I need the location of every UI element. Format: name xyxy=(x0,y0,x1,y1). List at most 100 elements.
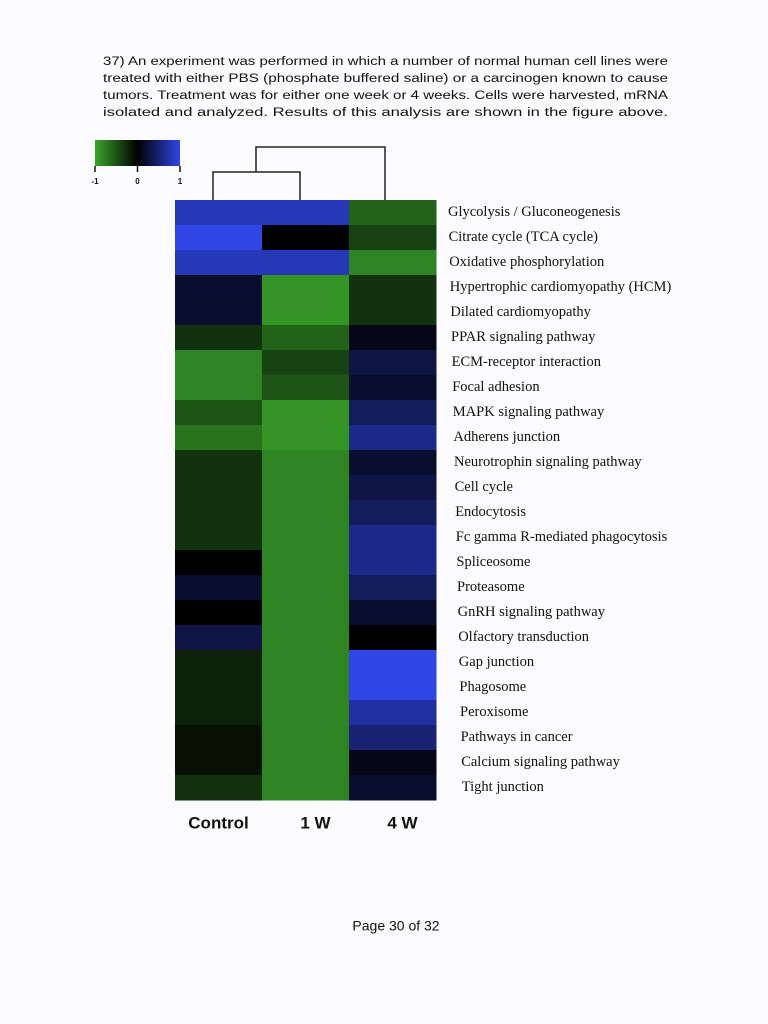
row-label: Citrate cycle (TCA cycle) xyxy=(449,229,599,245)
row-label: Dilated cardiomyopathy xyxy=(450,304,591,320)
heatmap-cell xyxy=(262,550,350,576)
heatmap-cell xyxy=(262,225,350,251)
heatmap-cell xyxy=(349,625,437,651)
heatmap-cell xyxy=(175,375,263,401)
heatmap-cell xyxy=(175,625,263,651)
row-label: Pathways in cancer xyxy=(461,729,573,745)
heatmap-cell xyxy=(349,575,437,601)
heatmap-cell xyxy=(175,450,263,476)
colorbar-tick-label: -1 xyxy=(91,177,99,186)
row-label: Olfactory transduction xyxy=(458,629,590,645)
row-label: Tight junction xyxy=(462,779,545,795)
heatmap-cell xyxy=(349,700,437,726)
heatmap-cell xyxy=(349,725,437,751)
heatmap-cell xyxy=(175,325,263,351)
heatmap-cell xyxy=(349,250,437,276)
heatmap-cell xyxy=(175,700,263,726)
question-line: treated with either PBS (phosphate buffe… xyxy=(103,73,668,85)
heatmap-cell xyxy=(175,550,263,576)
heatmap-cell xyxy=(349,750,437,776)
dendrogram xyxy=(212,146,386,200)
row-label: Calcium signaling pathway xyxy=(461,754,620,770)
row-label: Spliceosome xyxy=(456,554,530,570)
heatmap-cell xyxy=(262,675,350,701)
row-label: Focal adhesion xyxy=(452,379,540,395)
heatmap-cell xyxy=(262,200,350,226)
question-line: isolated and analyzed. Results of this a… xyxy=(103,107,668,119)
heatmap-cell xyxy=(349,450,437,476)
row-label: ECM-receptor interaction xyxy=(452,354,602,370)
heatmap-cell xyxy=(175,725,263,751)
heatmap-cell xyxy=(175,300,263,326)
heatmap-cell xyxy=(349,275,437,301)
heatmap-cell xyxy=(175,250,263,276)
heatmap-cell xyxy=(349,525,437,551)
heatmap-cell xyxy=(262,525,350,551)
heatmap-cell xyxy=(349,400,437,426)
heatmap-cell xyxy=(349,775,437,801)
row-label: MAPK signaling pathway xyxy=(453,404,605,420)
heatmap-cell xyxy=(175,425,263,451)
heatmap-cell xyxy=(175,500,263,526)
heatmap-cell xyxy=(349,200,437,226)
question-line: 37) An experiment was performed in which… xyxy=(103,56,668,68)
page-footer: Page 30 of 32 xyxy=(352,918,439,934)
heatmap-cell xyxy=(349,375,437,401)
heatmap-cell xyxy=(175,525,263,551)
heatmap-cell xyxy=(262,375,350,401)
heatmap-cell xyxy=(175,475,263,501)
heatmap-cell xyxy=(262,600,350,626)
heatmap-cell xyxy=(262,475,350,501)
heatmap-cell xyxy=(349,300,437,326)
heatmap-cell xyxy=(175,650,263,676)
heatmap-cell xyxy=(349,650,437,676)
heatmap-cell xyxy=(262,575,350,601)
heatmap-cell xyxy=(262,400,350,426)
heatmap-cell xyxy=(349,350,437,376)
heatmap-cell xyxy=(349,325,437,351)
heatmap-cell xyxy=(262,275,350,301)
heatmap-cell xyxy=(175,575,263,601)
column-label: 4 W xyxy=(387,813,418,832)
row-label: Oxidative phosphorylation xyxy=(449,254,605,270)
row-label: Proteasome xyxy=(457,579,525,595)
row-label: GnRH signaling pathway xyxy=(458,604,606,620)
heatmap-cell xyxy=(262,300,350,326)
heatmap-cell xyxy=(175,750,263,776)
heatmap-cell xyxy=(262,700,350,726)
heatmap-cell xyxy=(262,625,350,651)
heatmap-cell xyxy=(175,350,263,376)
heatmap-cell xyxy=(262,350,350,376)
heatmap-cell xyxy=(175,600,263,626)
row-label: Glycolysis / Gluconeogenesis xyxy=(448,204,621,220)
row-label: Phagosome xyxy=(459,679,526,695)
heatmap-cell xyxy=(262,450,350,476)
heatmap-cell xyxy=(175,775,263,801)
colorbar xyxy=(95,140,180,166)
row-label: PPAR signaling pathway xyxy=(451,329,596,345)
heatmap-cell xyxy=(349,550,437,576)
heatmap-cell xyxy=(262,750,350,776)
heatmap-cell xyxy=(349,475,437,501)
heatmap-cell xyxy=(262,725,350,751)
heatmap-cell xyxy=(262,250,350,276)
row-label: Cell cycle xyxy=(455,479,513,495)
heatmap-cell xyxy=(349,675,437,701)
heatmap-cell xyxy=(349,425,437,451)
heatmap-cell xyxy=(175,675,263,701)
heatmap-cell xyxy=(175,400,263,426)
heatmap-cell xyxy=(262,650,350,676)
question-line: tumors. Treatment was for either one wee… xyxy=(103,90,668,102)
heatmap-cell xyxy=(175,225,263,251)
row-label: Fc gamma R-mediated phagocytosis xyxy=(456,529,668,545)
heatmap-cell xyxy=(349,600,437,626)
heatmap-cell xyxy=(262,325,350,351)
heatmap-cell xyxy=(175,200,263,226)
row-label: Adherens junction xyxy=(453,429,560,445)
row-label: Peroxisome xyxy=(460,704,528,720)
heatmap-cell xyxy=(262,500,350,526)
row-label: Gap junction xyxy=(459,654,535,670)
heatmap-cell xyxy=(349,225,437,251)
column-label: Control xyxy=(188,813,248,832)
